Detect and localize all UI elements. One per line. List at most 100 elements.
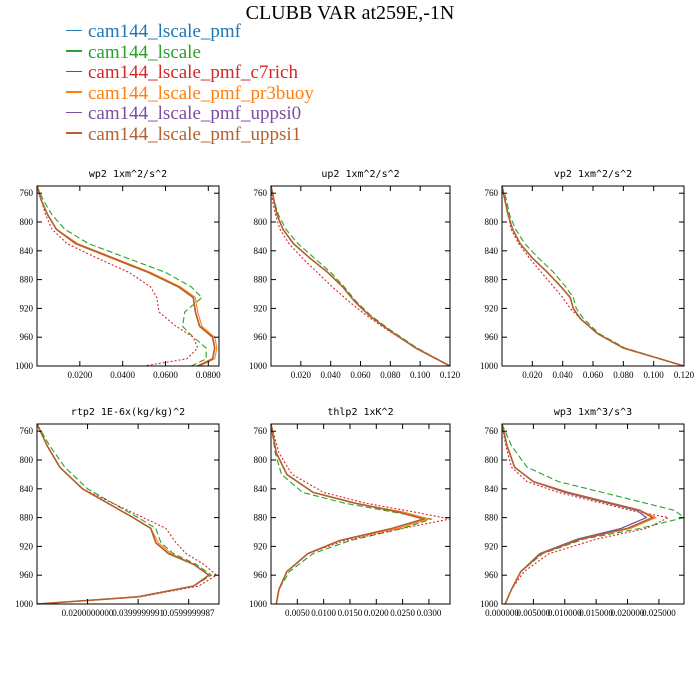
subplot: wp3 1xm^3/s^3 760 800 840 880 920 960 10000.000… bbox=[480, 407, 686, 618]
x-tick-label: 0.100 bbox=[644, 370, 665, 380]
x-tick-label: 0.0399999991 bbox=[112, 608, 164, 618]
legend-line-swatch bbox=[66, 111, 82, 114]
subplot-title: up2 1xm^2/s^2 bbox=[321, 169, 399, 180]
series-line bbox=[36, 185, 218, 367]
series-line bbox=[501, 185, 685, 367]
y-tick-label: 840 bbox=[254, 246, 268, 256]
series-line bbox=[36, 423, 210, 605]
y-tick-label: 960 bbox=[485, 332, 499, 342]
legend-label: cam144_lscale_pmf_uppsi0 bbox=[88, 103, 302, 124]
x-tick-label: 0.060 bbox=[350, 370, 371, 380]
series-line bbox=[501, 185, 685, 367]
subplot: wp2 1xm^2/s^2 760 800 840 880 920 960 1000 0.020… bbox=[15, 169, 221, 380]
x-tick-label: 0.0400 bbox=[110, 370, 135, 380]
x-tick-label: 0.0599999987 bbox=[163, 608, 215, 618]
y-tick-label: 880 bbox=[485, 275, 499, 285]
series-line bbox=[270, 185, 451, 367]
y-tick-label: 840 bbox=[485, 484, 499, 494]
series-line bbox=[270, 185, 451, 367]
y-tick-label: 760 bbox=[485, 426, 499, 436]
series-line bbox=[501, 185, 685, 367]
subplot-title: thlp2 1xK^2 bbox=[327, 407, 393, 418]
y-tick-label: 760 bbox=[254, 426, 268, 436]
y-tick-label: 920 bbox=[20, 303, 34, 313]
series-line bbox=[501, 423, 648, 605]
x-tick-label: 0.0200 bbox=[364, 608, 389, 618]
x-tick-label: 0.120 bbox=[440, 370, 461, 380]
y-tick-label: 1000 bbox=[15, 361, 34, 371]
y-tick-label: 960 bbox=[20, 570, 34, 580]
y-tick-label: 840 bbox=[20, 246, 34, 256]
legend-label: cam144_lscale_pmf_pr3buoy bbox=[88, 82, 314, 104]
y-tick-label: 960 bbox=[20, 332, 34, 342]
series-line bbox=[36, 185, 216, 367]
series-line bbox=[501, 423, 648, 605]
y-tick-label: 1000 bbox=[249, 599, 268, 609]
x-tick-label: 0.0050 bbox=[285, 608, 310, 618]
legend-item: cam144_lscale bbox=[66, 42, 314, 64]
series-line bbox=[270, 423, 426, 605]
x-tick-label: 0.020 bbox=[522, 370, 543, 380]
series-line bbox=[36, 185, 216, 367]
x-tick-label: 0.0600 bbox=[153, 370, 178, 380]
legend-label: cam144_lscale_pmf_c7rich bbox=[88, 62, 298, 83]
series-line bbox=[36, 423, 210, 605]
x-tick-label: 0.005000 bbox=[517, 608, 551, 618]
series-line bbox=[501, 185, 685, 367]
y-tick-label: 920 bbox=[254, 541, 268, 551]
x-tick-label: 0.010000 bbox=[548, 608, 582, 618]
series-line bbox=[270, 423, 432, 605]
series-line bbox=[501, 423, 671, 605]
subplot-title: wp3 1xm^3/s^3 bbox=[554, 407, 632, 418]
series-line bbox=[270, 185, 451, 367]
series-line bbox=[270, 185, 451, 367]
plot-frame bbox=[270, 185, 451, 367]
series-line bbox=[36, 185, 207, 367]
plot-frame bbox=[36, 185, 220, 367]
x-tick-label: 0.120 bbox=[674, 370, 695, 380]
y-tick-label: 760 bbox=[485, 188, 499, 198]
series-line bbox=[501, 185, 685, 367]
y-tick-label: 920 bbox=[20, 541, 34, 551]
plot-frame bbox=[270, 423, 451, 605]
legend-item: cam144_lscale_pmf bbox=[66, 21, 314, 43]
y-tick-label: 960 bbox=[254, 332, 268, 342]
series-line bbox=[36, 423, 218, 605]
legend-label: cam144_lscale_pmf bbox=[88, 21, 242, 42]
legend-line-swatch bbox=[66, 29, 82, 32]
series-line bbox=[270, 423, 427, 605]
y-tick-label: 1000 bbox=[15, 599, 34, 609]
legend-line-swatch bbox=[66, 70, 82, 73]
legend-line-swatch bbox=[66, 91, 82, 93]
x-tick-label: 0.0200000000 bbox=[62, 608, 114, 618]
subplot-title: rtp2 1E-6x(kg/kg)^2 bbox=[71, 407, 185, 418]
x-tick-label: 0.000000 bbox=[485, 608, 519, 618]
x-tick-label: 0.040 bbox=[553, 370, 574, 380]
subplot-title: vp2 1xm^2/s^2 bbox=[554, 169, 632, 180]
legend-item: cam144_lscale_pmf_c7rich bbox=[66, 62, 314, 84]
y-tick-label: 1000 bbox=[480, 361, 499, 371]
y-tick-label: 800 bbox=[254, 217, 268, 227]
legend-line-swatch bbox=[66, 132, 82, 134]
series-line bbox=[36, 185, 199, 367]
series-line bbox=[270, 185, 451, 367]
subplot: rtp2 1E-6x(kg/kg)^2 760 800 840 880 920 960 100… bbox=[15, 407, 220, 618]
x-tick-label: 0.0150 bbox=[338, 608, 363, 618]
x-tick-label: 0.020000 bbox=[611, 608, 645, 618]
x-tick-label: 0.0300 bbox=[417, 608, 442, 618]
series-line bbox=[36, 423, 210, 605]
plot-frame bbox=[501, 423, 685, 605]
y-tick-label: 880 bbox=[254, 513, 268, 523]
plot-frame bbox=[501, 185, 685, 367]
x-tick-label: 0.015000 bbox=[579, 608, 613, 618]
y-tick-label: 840 bbox=[254, 484, 268, 494]
subplot: up2 1xm^2/s^2 760 800 840 880 920 960 1000 0.020… bbox=[249, 169, 461, 380]
series-line bbox=[36, 185, 216, 367]
x-tick-label: 0.080 bbox=[380, 370, 401, 380]
series-line bbox=[501, 423, 655, 605]
y-tick-label: 880 bbox=[485, 513, 499, 523]
series-line bbox=[36, 423, 211, 605]
legend-line-swatch bbox=[66, 50, 82, 52]
y-tick-label: 1000 bbox=[249, 361, 268, 371]
